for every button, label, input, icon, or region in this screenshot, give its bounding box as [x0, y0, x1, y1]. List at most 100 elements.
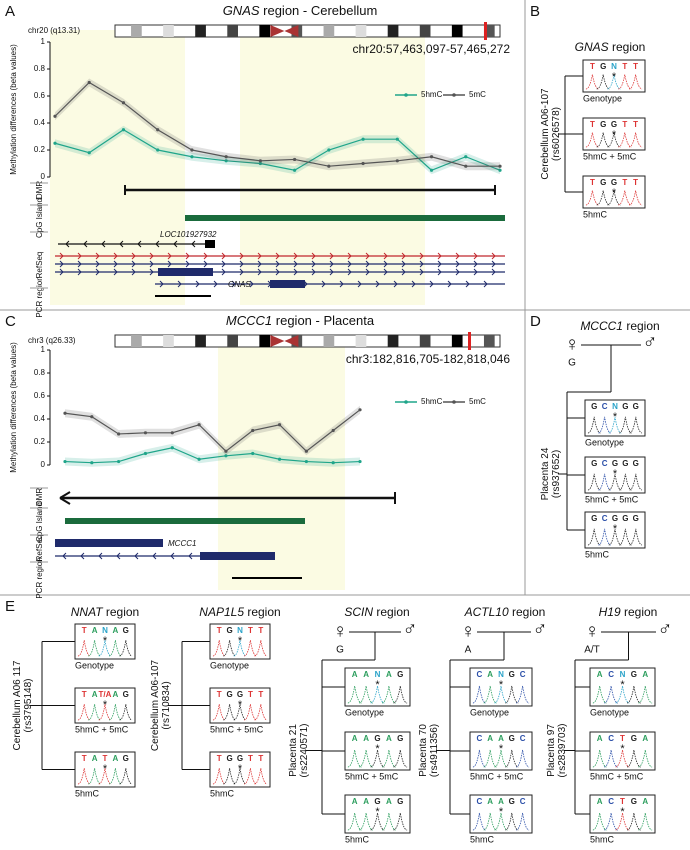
- point: [121, 128, 126, 132]
- legend-label: 5hmC: [421, 397, 443, 406]
- coordinates: chr3:182,816,705-182,818,046: [346, 352, 510, 366]
- panel-title: GNAS region: [575, 40, 646, 54]
- arrow: [95, 252, 100, 260]
- snp-id: (rs6026578): [551, 107, 562, 161]
- band: [323, 335, 335, 347]
- sample-name: Placenta 70: [418, 724, 429, 777]
- sample-name: Placenta 97: [546, 724, 557, 777]
- point: [190, 155, 194, 159]
- trace-peak: [619, 416, 632, 434]
- arrow: [455, 252, 460, 260]
- trace-peak: [244, 704, 257, 721]
- arrow: [357, 280, 362, 288]
- band: [259, 335, 271, 347]
- trace-peak: [629, 473, 643, 491]
- error-band: [55, 125, 500, 175]
- trace-peak: [587, 528, 601, 546]
- base-call: G: [374, 734, 380, 743]
- trace-peak: [604, 812, 619, 831]
- ideogram-label: chr3 (q26.33): [28, 336, 76, 345]
- base-call: C: [602, 514, 608, 523]
- trace-peak: [77, 768, 91, 785]
- maternal-allele: A/T: [584, 645, 600, 656]
- title-gene: SCIN: [344, 605, 373, 619]
- base-call: G: [123, 690, 129, 699]
- point: [121, 101, 126, 105]
- panel-title: ACTL10 region: [464, 605, 546, 619]
- trace-peak: [381, 749, 396, 768]
- trace-peak: [244, 768, 257, 785]
- legend-label: 5hmC: [421, 90, 443, 99]
- band: [483, 335, 495, 347]
- trace-peak: [494, 749, 508, 768]
- trace-peak: [483, 749, 497, 768]
- cpg-island: [185, 215, 505, 221]
- base-call: T: [258, 626, 263, 635]
- arrow: [339, 280, 344, 288]
- base-call: G: [633, 514, 639, 523]
- arrow: [221, 268, 226, 276]
- band: [355, 25, 367, 37]
- band: [387, 25, 399, 37]
- base-call: A: [113, 626, 119, 635]
- point: [117, 432, 121, 436]
- trace-peak: [88, 768, 101, 785]
- snp-id: (rs710834): [161, 681, 172, 729]
- highlight: [240, 30, 425, 305]
- legend-label: 5mC: [469, 90, 486, 99]
- point: [464, 155, 468, 159]
- point: [429, 168, 434, 172]
- trace-peak: [619, 528, 632, 546]
- box-label: Genotype: [585, 437, 624, 447]
- chromatogram-box: [209, 687, 271, 724]
- trace-peak: [472, 685, 486, 704]
- point: [90, 461, 94, 465]
- arrow: [483, 280, 488, 288]
- panel-letter: E: [5, 598, 15, 615]
- box-label: Genotype: [345, 707, 384, 717]
- trace-peak: [212, 704, 226, 721]
- trace-peak: [638, 812, 653, 831]
- female-symbol: ♀: [333, 620, 348, 642]
- arrow: [257, 268, 262, 276]
- series-line: [54, 81, 500, 167]
- trace-peak: [119, 640, 133, 657]
- arrow: [170, 552, 175, 560]
- trace-peak: [77, 640, 91, 657]
- trace-peak: [592, 685, 607, 704]
- trace-peak: [359, 749, 374, 768]
- box-label: 5hmC: [75, 788, 100, 798]
- point: [190, 148, 194, 152]
- base-call: T: [633, 178, 638, 187]
- base-call: A: [363, 734, 369, 743]
- snp-id: (rs3795148): [23, 679, 34, 733]
- base-call: G: [631, 734, 637, 743]
- base-call: A: [487, 670, 493, 679]
- arrow: [191, 240, 196, 248]
- sample-name: Placenta 24: [540, 447, 551, 500]
- trace-peak: [359, 812, 374, 831]
- base-call: G: [612, 514, 618, 523]
- trace-peak: [109, 768, 122, 785]
- arrow: [116, 552, 121, 560]
- trace-peak: [598, 416, 611, 434]
- base-call: G: [509, 670, 515, 679]
- base-call: G: [631, 670, 637, 679]
- arrow-head: [59, 491, 71, 505]
- male-symbol: ♂: [643, 331, 658, 353]
- base-call: T: [217, 626, 222, 635]
- panel-title: NNAT region: [71, 605, 139, 619]
- trace-peak: [618, 190, 632, 206]
- arrow: [195, 280, 200, 288]
- arrow: [65, 240, 70, 248]
- arrow: [383, 252, 388, 260]
- snp-marker: *: [499, 806, 504, 818]
- sample-label: Cerebellum A06-107(rs6026578): [540, 88, 562, 180]
- arrow: [173, 240, 178, 248]
- base-call: T: [622, 62, 627, 71]
- trace-peak: [494, 685, 508, 704]
- box-label: 5hmC: [583, 209, 608, 219]
- trace-peak: [223, 704, 236, 721]
- sample-label: Placenta 70(rs4911356): [418, 724, 440, 777]
- sample-label: Placenta 21(rs2240571): [288, 724, 310, 778]
